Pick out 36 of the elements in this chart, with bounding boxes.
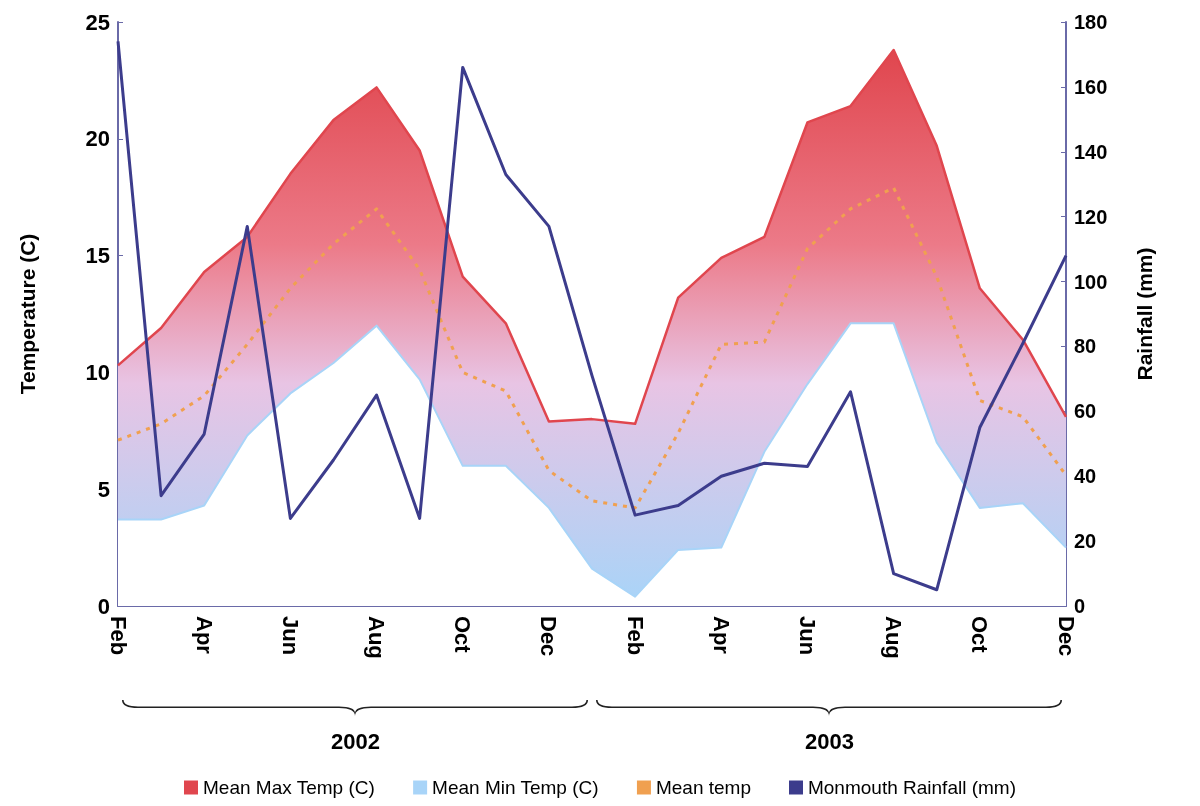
y2-tick-label: 0	[1074, 595, 1086, 617]
x-tick-label: Jun	[794, 616, 820, 656]
y2-tick-label: 160	[1074, 75, 1108, 98]
x-tick-label: Dec	[1053, 616, 1079, 657]
y2-tick-label: 180	[1074, 11, 1108, 33]
y-tick-label: 0	[97, 593, 110, 619]
x-tick-label: Jun	[277, 616, 303, 656]
text: 2002	[331, 728, 380, 754]
y-axis-title: Temperature (C)	[16, 233, 39, 395]
y2-axis-title: Rainfall (mm)	[1133, 247, 1156, 381]
x-tick-label: Feb	[105, 616, 131, 656]
y2-tick-label: 20	[1074, 530, 1097, 553]
y-tick-label: 25	[85, 9, 110, 35]
y2-tick-label: 100	[1074, 270, 1108, 293]
x-tick-label: Oct	[450, 616, 476, 654]
y-tick-label: 20	[85, 126, 110, 152]
y2-tick-label: 80	[1074, 335, 1097, 358]
legend-label: Mean Min Temp (C)	[432, 777, 599, 798]
x-tick-label: Apr	[191, 616, 217, 655]
legend-label: Mean temp	[655, 777, 751, 798]
text: 2003	[805, 728, 854, 754]
legend-label: Mean Max Temp (C)	[203, 777, 375, 798]
y2-tick-label: 140	[1074, 140, 1108, 163]
x-tick-label: Aug	[881, 616, 907, 659]
y-tick-label: 5	[97, 476, 110, 502]
y2-tick-label: 120	[1074, 205, 1108, 228]
y-tick-label: 15	[85, 243, 110, 269]
y2-tick-label: 60	[1074, 400, 1097, 423]
x-tick-label: Oct	[967, 616, 993, 654]
y-tick-label: 10	[85, 359, 110, 385]
x-tick-label: Aug	[364, 616, 390, 659]
x-tick-label: Feb	[622, 616, 648, 656]
legend-label: Monmouth Rainfall (mm)	[807, 777, 1016, 798]
x-tick-label: Dec	[536, 616, 562, 657]
x-tick-label: Apr	[708, 616, 734, 655]
y2-tick-label: 40	[1074, 465, 1097, 488]
